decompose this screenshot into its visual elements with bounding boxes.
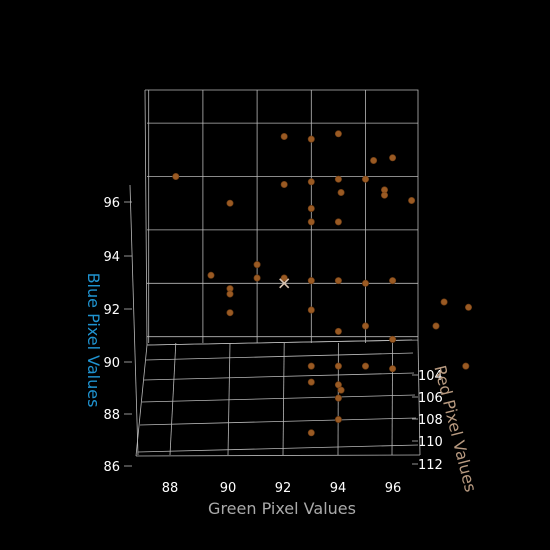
data-point [389,365,397,373]
data-point [253,261,261,269]
data-point [334,277,342,285]
data-point [307,306,315,314]
data-point [389,277,397,285]
data-point [307,429,315,437]
data-point [361,322,369,330]
data-point [307,277,315,285]
floor-depth-line [391,342,394,456]
z-axis-label: Blue Pixel Values [84,273,103,408]
y-tick-label: 108 [418,413,443,428]
data-point [462,362,470,370]
data-point [307,205,315,213]
floor-grid-line [145,352,414,361]
data-point [334,327,342,335]
floor-grid-line [139,417,417,426]
y-tick-label: 106 [418,391,443,406]
floor-depth-line [169,342,177,456]
data-point [307,135,315,143]
data-point [172,173,180,181]
z-tick-label: 94 [103,250,120,265]
floor-depth-line [282,342,285,456]
data-point [280,133,288,141]
data-point [361,279,369,287]
data-point [334,415,342,423]
data-point [307,178,315,186]
data-point [361,175,369,183]
z-tick-label: 88 [103,408,120,423]
data-point [334,362,342,370]
z-tick-label: 90 [103,356,120,371]
data-point [307,218,315,226]
data-point [389,335,397,343]
floor-grid-line [141,394,416,403]
z-tick-label: 92 [103,303,120,318]
data-point [253,274,261,282]
x-axis-label: Green Pixel Values [208,499,356,518]
data-point [307,378,315,386]
data-point [337,189,345,197]
data-point [334,218,342,226]
floor-grid-line [143,372,415,381]
z-tick-label: 86 [103,460,120,475]
data-point [337,386,345,394]
x-tick-label: 96 [385,481,402,496]
data-point [226,290,234,298]
data-point [280,274,288,282]
y-tick-label: 112 [418,458,443,473]
x-tick-label: 90 [220,481,237,496]
x-tick-label: 94 [330,481,347,496]
data-point [334,394,342,402]
floor-grid-line [147,339,413,346]
data-point [389,154,397,162]
z-axis-line [129,184,139,456]
data-point [280,181,288,189]
data-point [440,298,448,306]
data-point [432,322,440,330]
z-tick-label: 96 [103,196,120,211]
data-point [334,130,342,138]
floor-depth-line [227,342,231,456]
data-point [408,197,416,205]
data-point [464,303,472,311]
floor-right-edge [417,339,421,456]
data-point [226,309,234,317]
y-tick-label: 104 [418,369,443,384]
mean-marker-stroke [279,278,290,289]
data-point [207,271,215,279]
data-point [361,362,369,370]
data-point [380,191,388,199]
data-point [307,362,315,370]
floor-front-edge [135,454,421,457]
data-point [226,199,234,207]
floor-grid-line [137,444,419,453]
grid-layer [129,89,421,457]
tick-layer: 88 90 92 94 96 86 88 90 92 94 96 104 106 108 110 112 [103,196,442,496]
mean-marker [279,278,290,289]
data-point [370,157,378,165]
point-layer [172,130,472,437]
x-tick-label: 88 [162,481,179,496]
x-tick-label: 92 [275,481,292,496]
y-tick-label: 110 [418,435,443,450]
data-point [334,175,342,183]
